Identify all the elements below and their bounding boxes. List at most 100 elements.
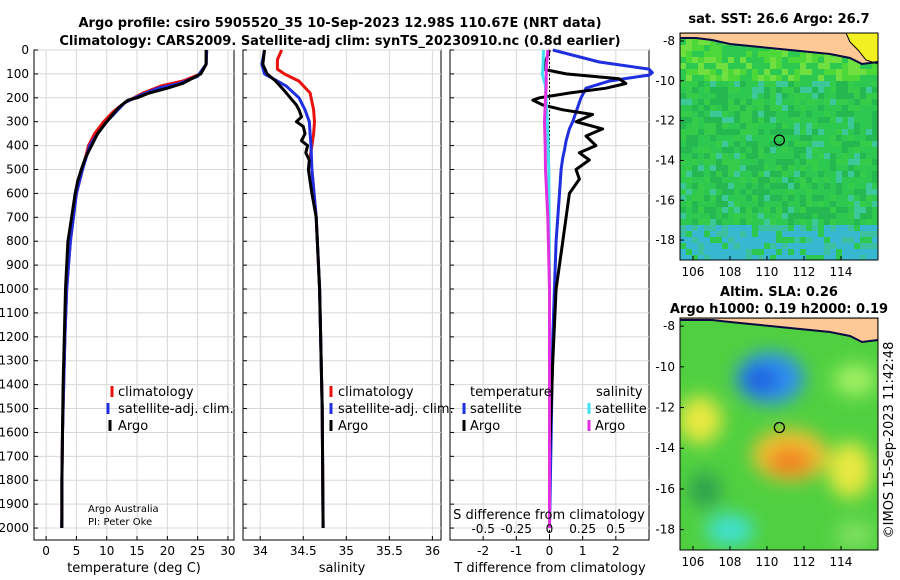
sst-cell — [818, 189, 824, 195]
sst-cell — [812, 177, 818, 183]
series-line-t-argo — [531, 49, 628, 528]
sst-cell — [854, 87, 860, 93]
map-lat-label: -12 — [655, 114, 675, 128]
sst-cell — [812, 249, 818, 255]
sst-cell — [824, 159, 830, 165]
sst-cell — [842, 81, 848, 87]
sst-cell — [710, 51, 716, 57]
sst-cell — [680, 93, 686, 99]
sst-cell — [836, 195, 842, 201]
sst-cell — [836, 207, 842, 213]
sst-cell — [746, 111, 752, 117]
sst-cell — [776, 165, 782, 171]
sst-cell — [842, 69, 848, 75]
sla-map-title-line2: Argo h1000: 0.19 h2000: 0.19 — [670, 302, 888, 317]
sst-cell — [704, 225, 710, 231]
map-lat-label: -10 — [655, 360, 675, 374]
depth-tick-label: 1600 — [0, 425, 29, 439]
sst-cell — [842, 183, 848, 189]
sst-cell — [800, 213, 806, 219]
sst-cell — [836, 153, 842, 159]
sst-cell — [800, 69, 806, 75]
sst-cell — [686, 177, 692, 183]
sst-cell — [872, 165, 878, 171]
sst-cell — [758, 231, 764, 237]
sst-cell — [812, 135, 818, 141]
sst-cell — [854, 111, 860, 117]
sst-cell — [740, 105, 746, 111]
sst-cell — [788, 207, 794, 213]
sst-cell — [698, 63, 704, 69]
sst-cell — [824, 243, 830, 249]
sst-cell — [812, 231, 818, 237]
sst-cell — [782, 177, 788, 183]
sst-cell — [818, 195, 824, 201]
sst-cell — [866, 219, 872, 225]
sst-cell — [806, 123, 812, 129]
sst-cell — [710, 255, 716, 260]
map-lon-label: 110 — [756, 265, 779, 279]
sst-cell — [740, 171, 746, 177]
sst-cell — [734, 63, 740, 69]
sst-cell — [800, 171, 806, 177]
sst-cell — [704, 183, 710, 189]
map-lat-label: -18 — [655, 523, 675, 537]
sst-cell — [710, 195, 716, 201]
sst-cell — [680, 201, 686, 207]
depth-tick-label: 200 — [6, 91, 29, 105]
sst-cell — [752, 105, 758, 111]
sst-cell — [812, 255, 818, 260]
sst-cell — [746, 141, 752, 147]
sst-cell — [746, 225, 752, 231]
sst-cell — [812, 57, 818, 63]
sst-cell — [824, 225, 830, 231]
sla-map-tick-labels: 106 108 110 112 114 -8 -10 -12 -14 -16 -18 — [655, 319, 852, 569]
sst-cell — [860, 93, 866, 99]
sst-cell — [746, 87, 752, 93]
sst-cell — [848, 93, 854, 99]
sst-cell — [788, 189, 794, 195]
sst-cell — [680, 207, 686, 213]
sst-cell — [782, 171, 788, 177]
sst-cell — [680, 123, 686, 129]
sst-cell — [824, 183, 830, 189]
sst-cell — [818, 255, 824, 260]
sst-cell — [812, 195, 818, 201]
sst-cell — [728, 201, 734, 207]
sst-cell — [782, 165, 788, 171]
sst-cell — [710, 63, 716, 69]
sst-cell — [782, 219, 788, 225]
sst-cell — [854, 201, 860, 207]
sst-cell — [680, 87, 686, 93]
sst-cell — [752, 219, 758, 225]
sst-cell — [872, 249, 878, 255]
sst-cell — [848, 165, 854, 171]
sst-cell — [860, 153, 866, 159]
depth-tick-label: 700 — [6, 210, 29, 224]
sst-cell — [722, 105, 728, 111]
sst-cell — [812, 243, 818, 249]
sst-cell — [740, 51, 746, 57]
sst-cell — [830, 207, 836, 213]
sst-cell — [830, 153, 836, 159]
sst-cell — [710, 237, 716, 243]
sst-cell — [758, 159, 764, 165]
sst-cell — [716, 177, 722, 183]
sst-cell — [830, 123, 836, 129]
sst-cell — [782, 87, 788, 93]
x-tick-label: 25 — [190, 544, 205, 558]
sst-cell — [752, 207, 758, 213]
sst-cell — [770, 141, 776, 147]
sst-cell — [788, 63, 794, 69]
sst-cell — [788, 105, 794, 111]
sst-cell — [704, 219, 710, 225]
sst-cell — [704, 255, 710, 260]
sst-cell — [770, 147, 776, 153]
sst-cell — [830, 237, 836, 243]
sst-cell — [800, 87, 806, 93]
sst-cell — [680, 177, 686, 183]
sst-cell — [746, 231, 752, 237]
sst-cell — [848, 237, 854, 243]
sst-cell — [866, 249, 872, 255]
sst-cell — [686, 147, 692, 153]
